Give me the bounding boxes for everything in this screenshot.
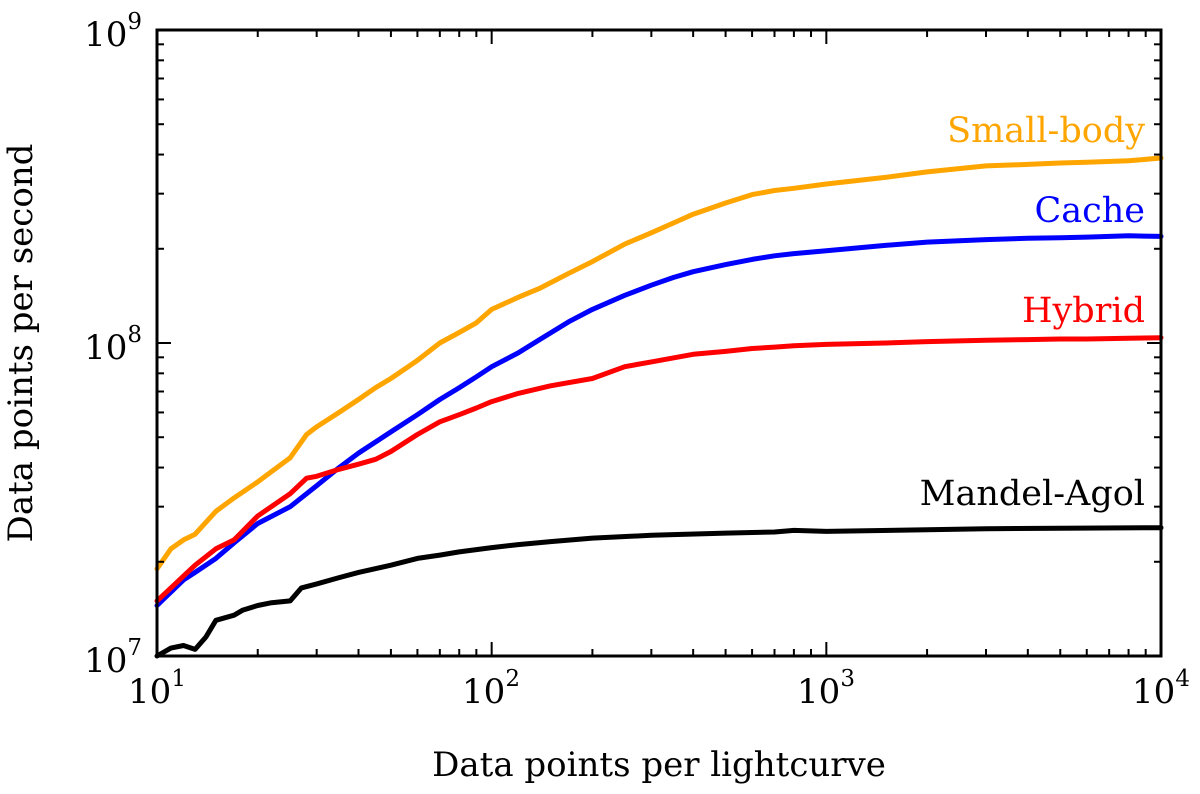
x-axis-title: Data points per lightcurve — [432, 745, 886, 785]
x-tick-label-2: 102 — [462, 666, 520, 712]
x-tick-label-4: 104 — [1132, 666, 1190, 712]
series-label-mandel-agol: Mandel-Agol — [920, 474, 1145, 514]
y-tick-label-2: 108 — [84, 322, 142, 368]
series-line-mandel-agol — [154, 525, 1164, 659]
x-tick-label-1: 101 — [128, 666, 186, 712]
series-label-small-body: Small-body — [947, 111, 1145, 151]
y-tick-label-1: 107 — [84, 635, 142, 681]
y-axis-title: Data points per second — [1, 144, 41, 543]
axis-ticks — [156, 29, 1162, 657]
series-line-hybrid — [154, 335, 1164, 604]
x-tick-label-3: 103 — [797, 666, 855, 712]
series-line-small-body — [154, 155, 1164, 572]
series-label-cache: Cache — [1034, 191, 1145, 231]
y-tick-label-3: 109 — [84, 9, 142, 55]
series-label-hybrid: Hybrid — [1022, 291, 1145, 331]
plot-lines — [154, 155, 1164, 659]
series-line-cache — [154, 233, 1164, 608]
